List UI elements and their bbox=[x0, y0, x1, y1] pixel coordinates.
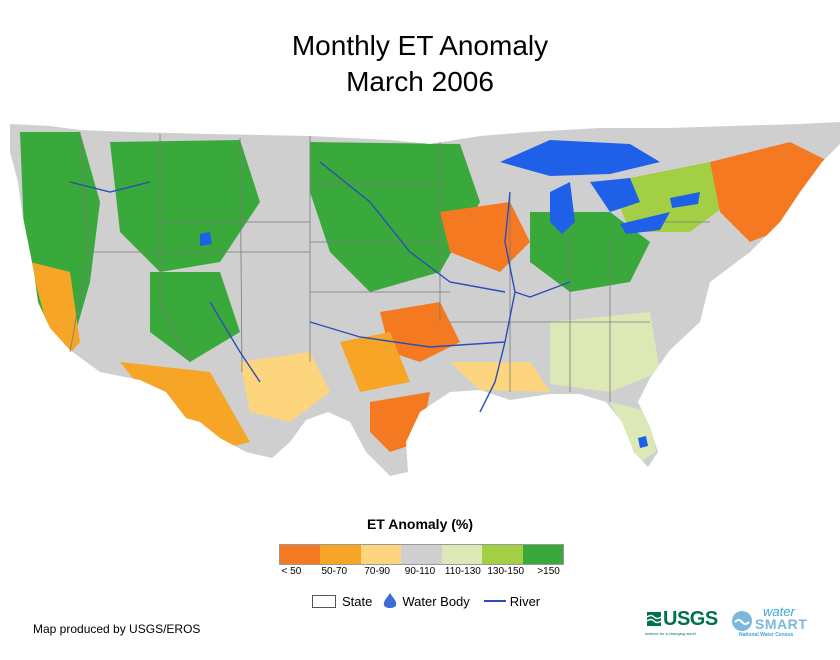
legend-label: 110-130 bbox=[444, 566, 481, 577]
lake-erie bbox=[620, 212, 670, 234]
legend-title: ET Anomaly (%) bbox=[366, 516, 474, 532]
us-et-anomaly-map bbox=[10, 122, 840, 476]
watersmart-drop-icon bbox=[732, 611, 752, 631]
map-key: State Water Body River bbox=[312, 592, 540, 610]
lake-huron bbox=[590, 178, 640, 212]
water-drop-icon bbox=[384, 593, 397, 608]
legend-swatch-130-150 bbox=[482, 545, 523, 564]
watersmart-logo: water SMART National Water Census bbox=[731, 604, 815, 640]
legend-label: 130-150 bbox=[487, 566, 525, 577]
rivers bbox=[69, 161, 571, 413]
river-line-icon bbox=[483, 600, 506, 602]
legend-label: 70-90 bbox=[364, 566, 390, 577]
river-ohio bbox=[514, 281, 571, 298]
water-body-key-label: Water Body bbox=[402, 593, 470, 609]
state-boundaries bbox=[69, 131, 710, 402]
usgs-wave-icon bbox=[647, 612, 661, 626]
usgs-logo: USGS bbox=[663, 608, 718, 630]
river-mississippi bbox=[479, 191, 516, 413]
legend-swatch-110-130 bbox=[441, 545, 483, 564]
credit-text: Map produced by USGS/EROS bbox=[33, 622, 201, 636]
legend-label: < 50 bbox=[281, 566, 302, 577]
watersmart-smart-text: SMART bbox=[755, 616, 808, 632]
river-arkansas bbox=[309, 321, 506, 348]
lake-ontario bbox=[670, 192, 700, 208]
logos: USGS science for a changing world water … bbox=[645, 604, 815, 640]
legend-label: >150 bbox=[537, 566, 560, 577]
map-title: Monthly ET Anomaly March 2006 bbox=[0, 28, 840, 100]
legend-swatch-90-110 bbox=[401, 545, 442, 564]
map-title-line1: Monthly ET Anomaly bbox=[291, 30, 549, 61]
lake-superior bbox=[500, 140, 660, 176]
legend-label: 90-110 bbox=[404, 566, 436, 577]
map-title-line2: March 2006 bbox=[346, 66, 494, 97]
usgs-tagline: science for a changing world bbox=[645, 631, 696, 636]
great-salt-lake bbox=[200, 232, 212, 246]
river-columbia bbox=[69, 181, 151, 193]
legend-swatch-70-90 bbox=[360, 545, 402, 564]
water-bodies bbox=[200, 140, 700, 448]
lake-michigan bbox=[550, 182, 575, 234]
river-key-label: River bbox=[509, 593, 541, 609]
legend-swatch-lt50 bbox=[280, 545, 321, 564]
legend-label: 50-70 bbox=[321, 566, 348, 577]
state-key-icon bbox=[312, 594, 336, 608]
national-water-census-text: National Water Census bbox=[739, 632, 794, 638]
legend-color-bar bbox=[279, 544, 564, 565]
legend-swatch-gt150 bbox=[522, 545, 563, 564]
legend-labels: < 50 50-70 70-90 90-110 110-130 130-150 … bbox=[270, 566, 570, 577]
watersmart-water-text: water bbox=[763, 604, 795, 619]
river-colorado bbox=[209, 301, 261, 383]
lake-okeechobee bbox=[638, 436, 648, 448]
legend-swatch-50-70 bbox=[320, 545, 361, 564]
state-key-label: State bbox=[342, 593, 373, 609]
river-missouri bbox=[319, 161, 506, 293]
